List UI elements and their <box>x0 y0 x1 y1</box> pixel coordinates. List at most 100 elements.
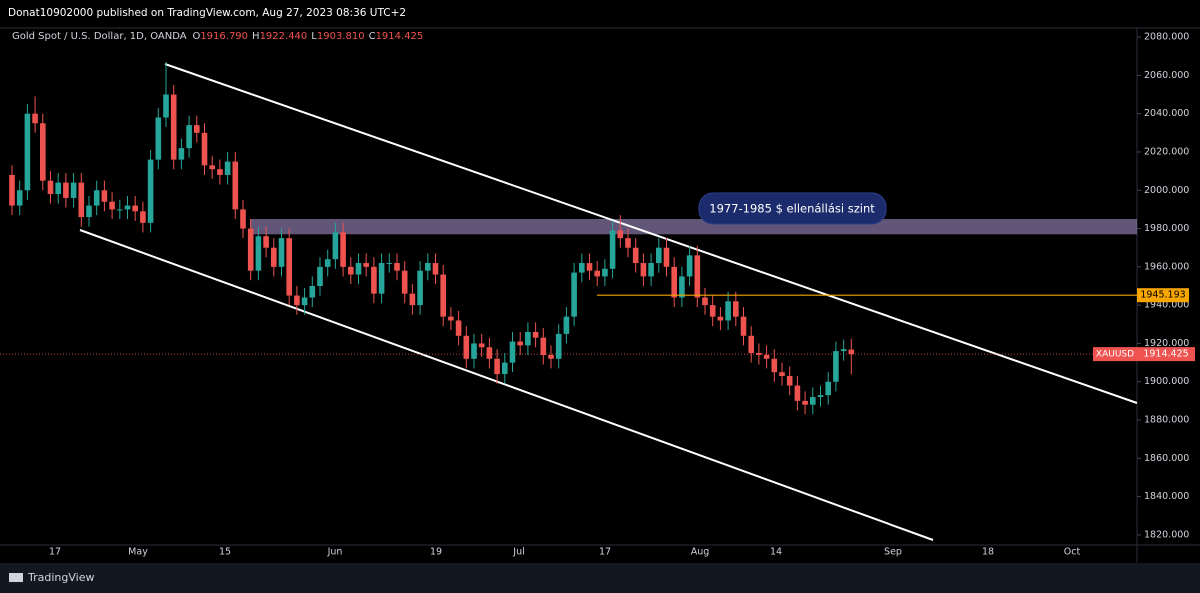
candle-body <box>301 297 308 306</box>
y-tick-label: 1940.000 <box>1144 300 1189 311</box>
ohlc-value: 1914.425 <box>376 31 424 42</box>
ohlc-key: O <box>192 31 200 42</box>
ohlc-value: 1922.440 <box>260 31 308 42</box>
candle-body <box>571 272 577 317</box>
y-tick-label: 1920.000 <box>1144 338 1189 349</box>
candle-body <box>609 230 616 269</box>
candle-body <box>109 201 115 210</box>
candle-body <box>763 354 770 359</box>
candle-body <box>201 132 208 166</box>
candle-body <box>602 268 608 277</box>
candle-body <box>32 113 38 124</box>
x-tick-label: Oct <box>1064 547 1081 558</box>
candle-body <box>617 230 624 239</box>
symbol-label: XAUUSD <box>1096 350 1134 360</box>
x-tick-label: 15 <box>219 547 231 558</box>
candle-body <box>55 182 61 195</box>
candle-body <box>378 263 385 294</box>
candle-body <box>401 270 408 294</box>
candle-body <box>848 349 855 355</box>
candle-body <box>309 286 316 298</box>
candle-body <box>794 385 801 401</box>
candle-body <box>663 247 670 267</box>
candle-body <box>594 270 600 277</box>
candle-body <box>648 263 654 277</box>
candle-body <box>540 337 547 355</box>
y-tick-label: 1840.000 <box>1144 491 1189 502</box>
candle-body <box>117 209 123 211</box>
candle-body <box>671 266 677 298</box>
candle-body <box>455 320 462 336</box>
candle-body <box>432 263 439 275</box>
candle-body <box>324 259 331 267</box>
candle-body <box>271 247 277 267</box>
candle-body <box>640 263 647 277</box>
candle-body <box>417 270 423 306</box>
candle-body <box>625 238 631 248</box>
candle-body <box>332 232 339 260</box>
candle-body <box>101 190 108 202</box>
candle-body <box>155 117 162 160</box>
y-tick-label: 2040.000 <box>1144 108 1189 119</box>
candle-body <box>247 228 254 271</box>
candle-body <box>217 169 223 175</box>
candle-body <box>147 159 154 223</box>
level-label-box <box>1137 288 1189 303</box>
candle-body <box>786 375 793 386</box>
candle-body <box>509 341 516 363</box>
candle-body <box>186 125 192 149</box>
candle-body <box>448 316 454 321</box>
candle-body <box>294 295 300 306</box>
candle-body <box>240 209 246 229</box>
candle-body <box>463 335 470 359</box>
candle-body <box>694 255 701 298</box>
candle-body <box>494 358 500 375</box>
y-tick-label: 1900.000 <box>1144 376 1189 387</box>
channel-lower <box>79 229 934 541</box>
x-tick-label: 17 <box>49 547 61 558</box>
candle-body <box>170 94 177 160</box>
y-tick-label: 2000.000 <box>1144 185 1189 196</box>
candle-body <box>255 236 262 271</box>
candle-body <box>717 316 724 321</box>
candle-body <box>409 293 416 306</box>
y-tick-label: 2020.000 <box>1144 146 1189 157</box>
candle-body <box>709 305 716 317</box>
candle-body <box>278 238 285 267</box>
x-tick-label: 18 <box>982 547 994 558</box>
resistance-zone <box>250 218 1137 235</box>
candle-body <box>632 247 639 264</box>
candle-body <box>78 182 85 218</box>
candle-body <box>802 400 808 405</box>
candle-body <box>833 351 839 382</box>
annotation-text: 1977-1985 $ ellenállási szint <box>709 202 875 216</box>
candle-body <box>386 263 393 265</box>
candle-body <box>70 182 77 198</box>
symbol-label-box <box>1093 347 1137 362</box>
ohlc-value: 1903.810 <box>317 31 365 42</box>
candle-body <box>810 397 816 405</box>
candle-body <box>363 263 369 267</box>
candle-body <box>371 266 377 294</box>
candle-body <box>679 276 685 298</box>
y-tick-label: 2060.000 <box>1144 70 1189 81</box>
candle-body <box>394 263 400 271</box>
candle-body <box>209 165 215 170</box>
candle-body <box>317 266 323 286</box>
ohlc-key: C <box>369 31 376 42</box>
ohlc-value: 1916.790 <box>200 31 248 42</box>
candle-body <box>40 123 46 181</box>
y-tick-label: 1980.000 <box>1144 223 1189 234</box>
candle-body <box>355 263 362 275</box>
symbol-title: Gold Spot / U.S. Dollar, 1D, OANDA <box>12 31 187 42</box>
brand: TradingView <box>27 571 94 584</box>
candle-body <box>440 274 446 317</box>
candle-body <box>486 347 493 359</box>
candle-body <box>47 180 54 195</box>
candle-body <box>733 301 739 317</box>
candle-body <box>686 255 693 277</box>
x-tick-label: Jun <box>327 547 343 558</box>
candle-body <box>586 263 593 271</box>
